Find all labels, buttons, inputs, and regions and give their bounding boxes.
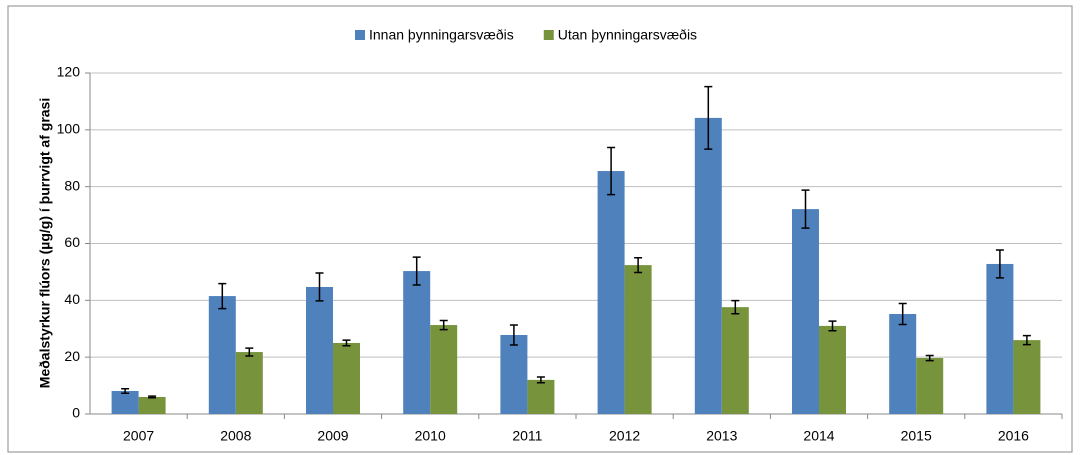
bar <box>138 396 166 414</box>
error-bar <box>925 354 934 362</box>
error-bar <box>995 249 1004 279</box>
error-bar <box>828 320 837 332</box>
y-tick-label: 20 <box>64 348 80 364</box>
bar <box>792 209 819 414</box>
error-bar <box>607 146 616 196</box>
bar <box>527 379 555 414</box>
y-tick-label: 60 <box>64 234 80 250</box>
bar <box>721 307 749 414</box>
y-tick-label: 100 <box>57 121 81 137</box>
x-tick-label: 2010 <box>415 428 446 444</box>
x-tick-label: 2007 <box>123 428 154 444</box>
error-bar <box>1022 334 1031 346</box>
legend-label: Utan þynningarsvæðis <box>558 27 697 43</box>
error-bar <box>536 376 545 384</box>
x-tick-label: 2014 <box>803 428 834 444</box>
y-tick-label: 40 <box>64 291 80 307</box>
error-bar <box>315 272 324 302</box>
bar <box>1013 340 1041 414</box>
x-tick-label: 2013 <box>706 428 737 444</box>
error-bar <box>731 299 740 315</box>
bar <box>597 171 625 414</box>
bar <box>430 325 458 414</box>
legend-label: Innan þynningarsvæðis <box>369 27 514 43</box>
bar <box>624 265 652 414</box>
y-axis-label: Meðalstyrkur flúors (µg/g) í þurrvigt af… <box>37 98 53 388</box>
error-bar <box>148 395 157 399</box>
error-bar <box>439 319 448 331</box>
bar <box>916 358 944 414</box>
x-tick-label: 2011 <box>512 428 542 444</box>
bar <box>819 325 846 414</box>
legend-swatch <box>355 30 365 40</box>
bar <box>694 117 722 415</box>
bar <box>403 271 431 414</box>
legend-swatch <box>543 30 554 40</box>
error-bar <box>898 302 907 326</box>
x-tick-label: 2016 <box>998 428 1029 444</box>
bar <box>333 342 360 414</box>
bar <box>889 313 917 414</box>
bar <box>500 335 528 414</box>
error-bar <box>509 324 518 346</box>
y-tick-label: 120 <box>57 64 81 80</box>
y-tick-label: 80 <box>64 177 80 193</box>
error-bar <box>704 85 713 150</box>
error-bar <box>634 256 643 274</box>
error-bar <box>245 347 254 357</box>
x-tick-label: 2015 <box>901 428 932 444</box>
x-tick-label: 2012 <box>609 428 640 444</box>
x-tick-label: 2008 <box>220 428 251 444</box>
error-bar <box>342 339 351 347</box>
bar <box>306 286 333 414</box>
chart-frame <box>7 5 1073 453</box>
y-tick-label: 0 <box>72 405 80 421</box>
bar <box>986 263 1014 414</box>
bar <box>235 352 263 414</box>
error-bar <box>121 387 130 395</box>
error-bar <box>801 189 810 229</box>
bar <box>208 296 236 414</box>
error-bar <box>412 256 421 286</box>
error-bar <box>218 282 227 310</box>
x-tick-label: 2009 <box>317 428 348 444</box>
bar <box>111 390 139 414</box>
